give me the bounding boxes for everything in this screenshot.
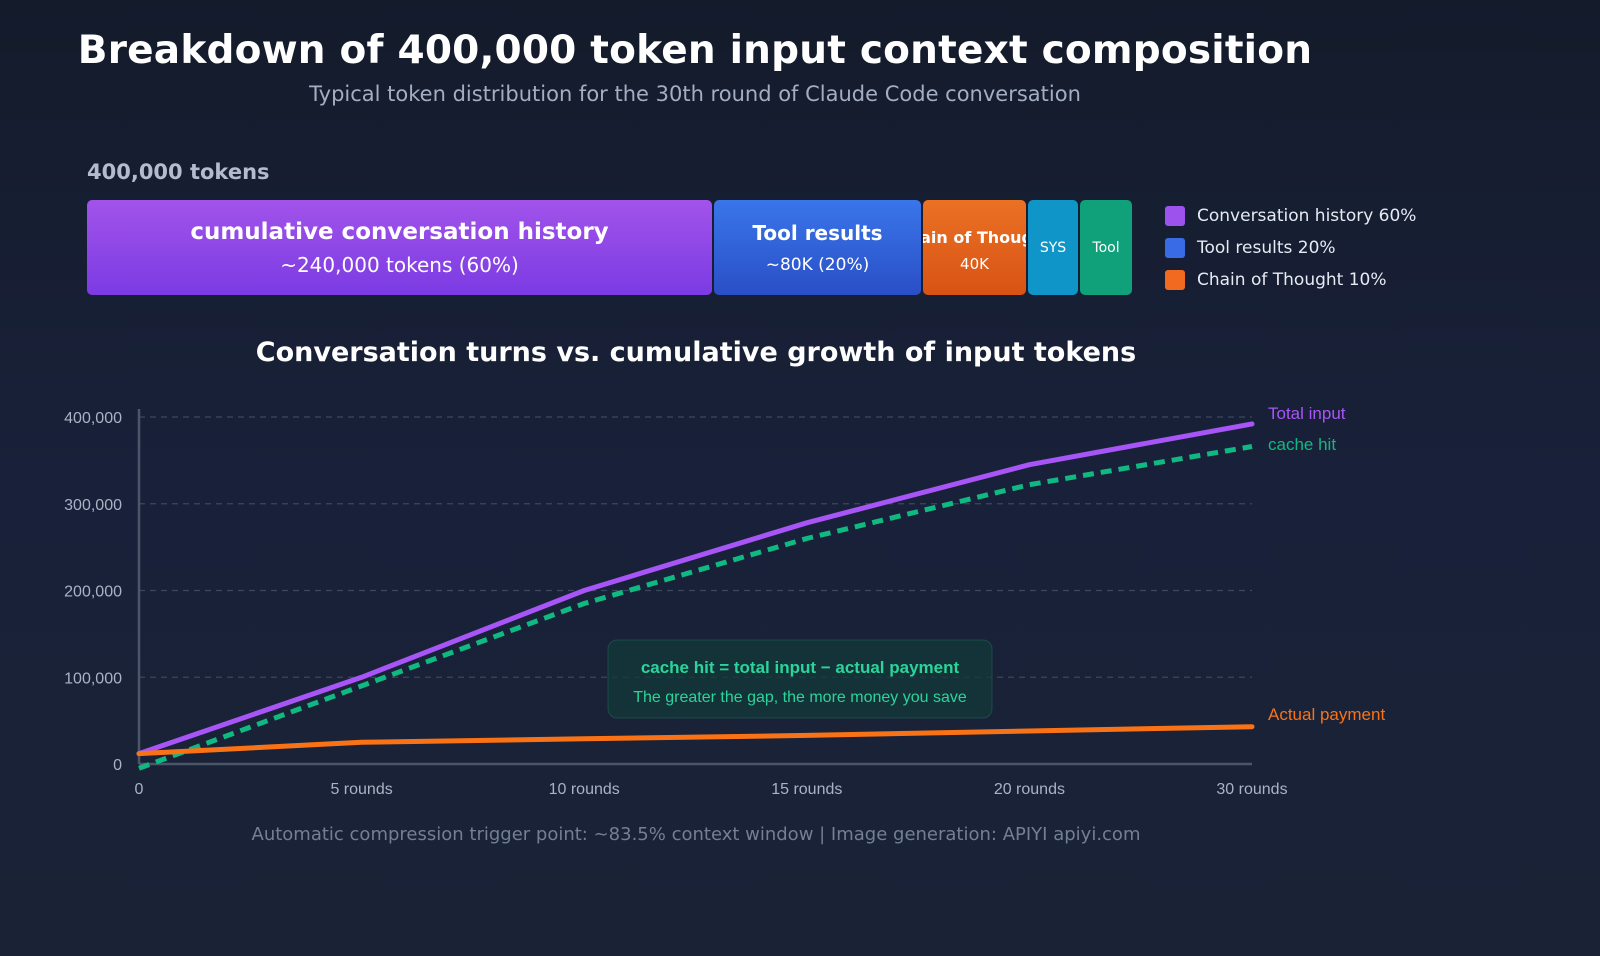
legend-label-tools: Tool results 20% xyxy=(1197,238,1336,258)
legend-label-cot: Chain of Thought 10% xyxy=(1197,270,1387,290)
segment-tool-results: Tool results ~80K (20%) xyxy=(714,200,921,295)
x-tick-label: 10 rounds xyxy=(549,781,620,798)
series-line-actual-payment xyxy=(136,724,1255,757)
segment-tool: Tool xyxy=(1080,200,1132,295)
series-label-total-input: Total input xyxy=(1268,404,1346,423)
legend-swatch-cot xyxy=(1165,270,1185,290)
segment-cot-label: Chain of Thought xyxy=(923,228,1026,247)
x-tick-label: 15 rounds xyxy=(771,781,842,798)
total-tokens-label: 400,000 tokens xyxy=(87,160,270,184)
composition-legend: Conversation history 60% Tool results 20… xyxy=(1165,200,1416,296)
y-tick-label: 200,000 xyxy=(64,584,122,601)
annotation-box xyxy=(607,639,993,719)
legend-item-cot: Chain of Thought 10% xyxy=(1165,264,1416,296)
segment-history-label: cumulative conversation history xyxy=(190,218,609,245)
y-tick-label: 400,000 xyxy=(64,410,122,427)
segment-history: cumulative conversation history ~240,000… xyxy=(87,200,712,295)
page-subtitle: Typical token distribution for the 30th … xyxy=(309,82,1081,106)
legend-swatch-history xyxy=(1165,206,1185,226)
chart-title: Conversation turns vs. cumulative growth… xyxy=(255,337,1137,368)
footer-note: Automatic compression trigger point: ~83… xyxy=(251,824,1141,845)
series-label-cache-hit: cache hit xyxy=(1268,435,1336,454)
y-tick-label: 0 xyxy=(113,757,122,774)
legend-swatch-tools xyxy=(1165,238,1185,258)
series-line-total-input xyxy=(136,421,1255,757)
y-tick-label: 100,000 xyxy=(64,670,122,687)
series-label-actual-payment: Actual payment xyxy=(1268,705,1385,724)
x-tick-label: 20 rounds xyxy=(994,781,1065,798)
legend-label-history: Conversation history 60% xyxy=(1197,206,1417,226)
legend-item-tools: Tool results 20% xyxy=(1165,232,1416,264)
segment-sys: SYS xyxy=(1028,200,1078,295)
annotation-formula: cache hit = total input − actual payment xyxy=(641,658,960,677)
segment-history-value: ~240,000 tokens (60%) xyxy=(280,252,519,277)
x-tick-label: 0 xyxy=(135,781,144,798)
legend-item-history: Conversation history 60% xyxy=(1165,200,1416,232)
annotation-note: The greater the gap, the more money you … xyxy=(633,689,967,706)
x-tick-label: 30 rounds xyxy=(1216,781,1287,798)
y-tick-label: 300,000 xyxy=(64,497,122,514)
page-title: Breakdown of 400,000 token input context… xyxy=(77,28,1313,73)
segment-cot-value: 40K xyxy=(960,255,989,273)
segment-tool-results-value: ~80K (20%) xyxy=(765,254,870,275)
segment-chain-of-thought: Chain of Thought 40K xyxy=(923,200,1026,295)
x-tick-label: 5 rounds xyxy=(330,781,392,798)
segment-tool-results-label: Tool results xyxy=(752,220,883,245)
series-line-cache-hit xyxy=(138,444,1253,771)
